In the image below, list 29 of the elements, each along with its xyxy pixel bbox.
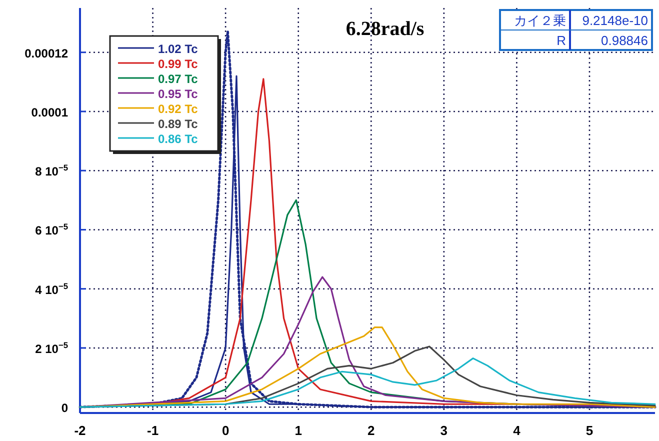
annotation: 0.98846 — [601, 33, 648, 48]
y-tick-label: 2 10$^{−5}$ — [35, 340, 68, 356]
x-tick-label: -1 — [147, 423, 159, 438]
annotation: カイ２乗 — [514, 13, 566, 28]
y-tick-label: 0.0001 — [31, 105, 68, 120]
y-tick-label: 4 10$^{−5}$ — [35, 280, 68, 297]
y-tick-label: 0.00012 — [24, 46, 68, 60]
legend-label: 0.97 Tc — [158, 72, 198, 86]
annotation: R — [556, 33, 566, 48]
line-series — [79, 326, 656, 408]
x-tick-label: 5 — [586, 423, 594, 438]
y-tick-label: 8 10$^{−5}$ — [35, 162, 68, 179]
x-tick-label: 1 — [294, 423, 302, 438]
legend-label: 0.99 Tc — [158, 57, 198, 71]
x-tick-label: 2 — [368, 423, 375, 438]
legend-label: 0.89 Tc — [158, 117, 198, 131]
legend-label: 0.95 Tc — [158, 87, 198, 101]
x-tick-label: 3 — [440, 423, 448, 438]
x-tick-label: -2 — [74, 423, 86, 438]
legend-label: 1.02 Tc — [158, 42, 198, 56]
line-series — [79, 358, 656, 408]
x-tick-label: 0 — [222, 423, 230, 438]
y-tick-label: 6 10$^{−5}$ — [35, 222, 68, 238]
legend-label: 0.86 Tc — [158, 132, 198, 146]
legend-label: 0.92 Tc — [158, 102, 198, 116]
x-tick-label: 4 — [513, 423, 522, 438]
annotation: 9.2148e-10 — [582, 13, 648, 28]
text: 6.28rad/s — [346, 18, 424, 40]
y-tick-label: 0 — [61, 401, 68, 416]
